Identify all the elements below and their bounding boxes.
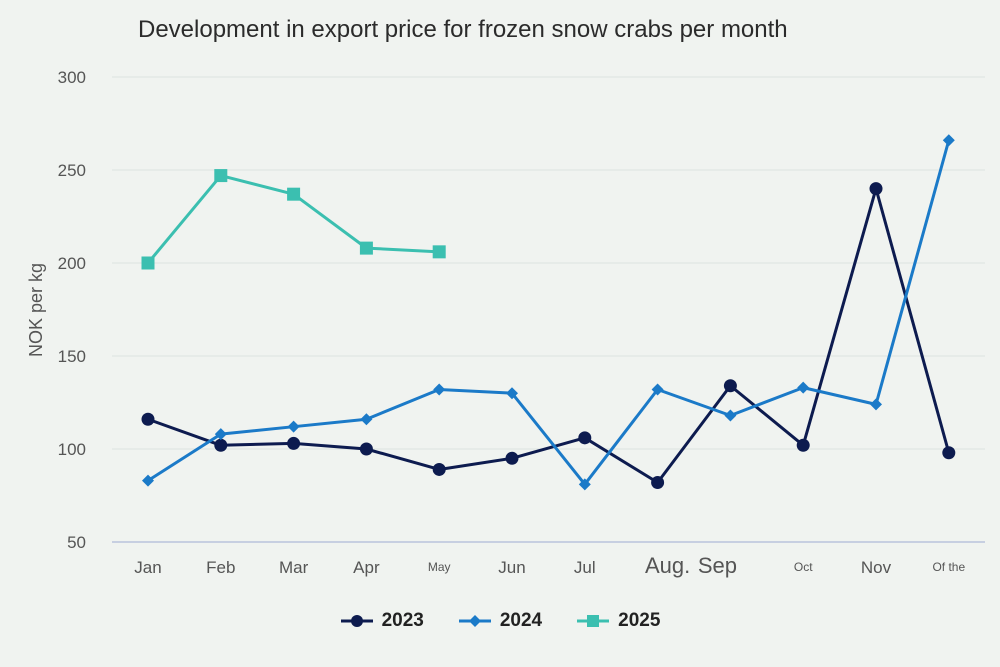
legend-swatch-2024 <box>458 615 491 627</box>
data-point-2025 <box>141 256 155 270</box>
x-tick-label: Jun <box>498 558 525 577</box>
data-point-2024 <box>578 478 591 491</box>
legend-item-2023: 2023 <box>340 610 424 632</box>
data-point-2023 <box>796 438 810 452</box>
data-point-2023 <box>651 475 665 489</box>
data-point-2023 <box>723 379 737 393</box>
data-point-2025 <box>287 187 301 201</box>
data-point-2023 <box>141 412 155 426</box>
y-tick-label: 200 <box>58 254 86 273</box>
data-point-2023 <box>214 438 228 452</box>
line-chart: 50 100 150 200 250 300 NOK per kg Jan Feb Mar Apr M… <box>26 68 985 578</box>
data-point-2023 <box>505 451 519 465</box>
x-tick-label: Oct <box>794 560 813 574</box>
data-point-2024 <box>142 474 154 487</box>
data-point-2023 <box>578 431 592 445</box>
data-point-2024 <box>797 381 810 394</box>
x-tick-label: Jan <box>134 558 161 577</box>
data-point-2025 <box>432 245 446 259</box>
y-tick-label: 300 <box>58 68 86 87</box>
data-point-2023 <box>287 436 301 450</box>
data-point-2024 <box>287 420 300 433</box>
x-tick-label: Jul <box>574 558 596 577</box>
data-point-2023 <box>942 446 956 460</box>
x-tick-label: Nov <box>861 558 892 577</box>
data-point-2023 <box>869 182 883 196</box>
data-point-2025 <box>214 169 228 183</box>
data-point-2024 <box>651 383 664 396</box>
data-point-2024 <box>724 409 737 422</box>
x-tick-label: Feb <box>206 558 235 577</box>
y-tick-label: 50 <box>67 533 86 552</box>
x-tick-label: May <box>428 560 451 574</box>
legend-item-2025: 2025 <box>576 610 660 632</box>
legend-label-2024: 2024 <box>499 610 543 631</box>
y-tick-label: 100 <box>58 440 86 459</box>
legend-swatch-2023 <box>340 615 373 627</box>
data-point-2024 <box>433 383 446 396</box>
chart-legend: 2023 2024 2025 <box>0 610 1000 632</box>
y-tick-label: 250 <box>58 161 86 180</box>
y-axis-label: NOK per kg <box>26 263 46 357</box>
data-point-2023 <box>359 442 373 456</box>
data-point-2024 <box>942 134 955 147</box>
x-tick-label: Apr <box>353 558 380 577</box>
legend-item-2024: 2024 <box>458 610 542 632</box>
data-point-2024 <box>214 428 227 441</box>
x-tick-label: Sep <box>698 553 737 578</box>
data-point-2023 <box>432 462 446 476</box>
legend-swatch-2025 <box>577 615 610 627</box>
x-tick-label: Aug. <box>645 553 690 578</box>
x-tick-label: Mar <box>279 558 309 577</box>
legend-label-2023: 2023 <box>381 610 424 631</box>
data-point-2024 <box>506 387 518 400</box>
data-point-2024 <box>360 413 373 426</box>
y-tick-label: 150 <box>58 347 86 366</box>
chart-title: Development in export price for frozen s… <box>138 16 788 43</box>
data-point-2024 <box>870 398 882 411</box>
x-tick-label: Of the <box>932 560 965 574</box>
series-line-2023 <box>147 187 951 484</box>
data-point-2025 <box>359 241 373 255</box>
legend-label-2025: 2025 <box>618 610 661 631</box>
series-line-2024 <box>147 139 951 486</box>
